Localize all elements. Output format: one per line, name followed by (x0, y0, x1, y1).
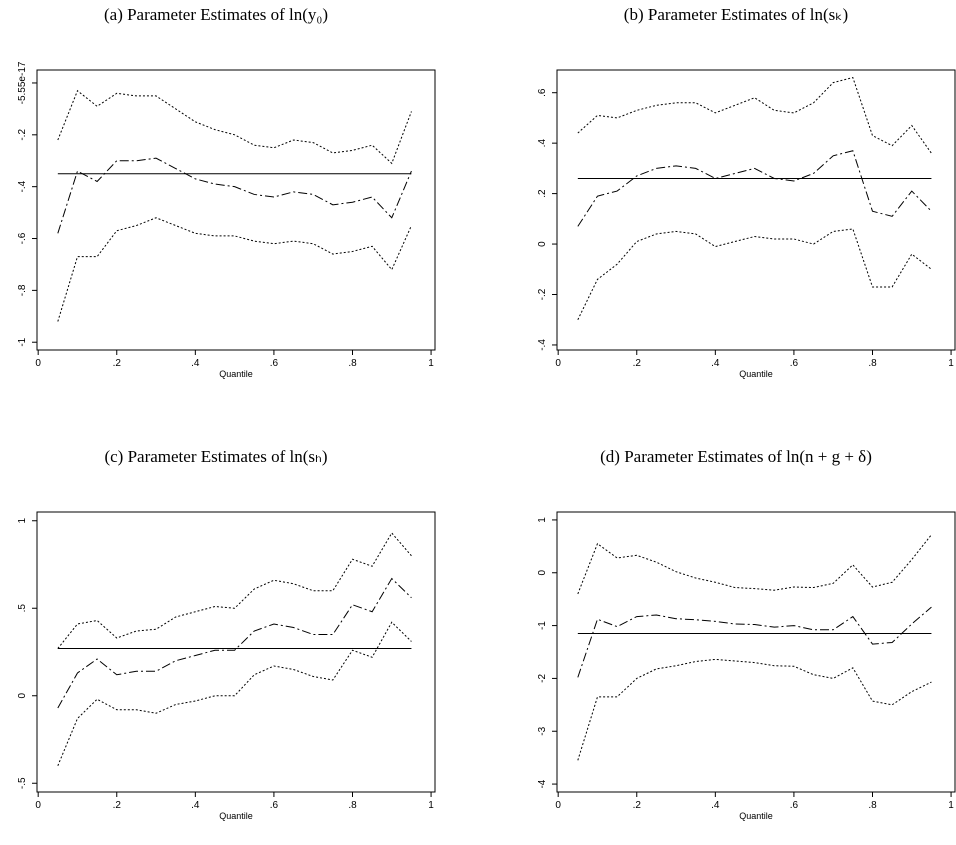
series-line (57, 532, 412, 649)
y-tick-label: -.2 (17, 129, 28, 141)
y-tick-label: -.4 (17, 180, 28, 192)
series-line (57, 217, 412, 322)
y-tick-label: -.6 (17, 232, 28, 244)
plot-frame (556, 69, 956, 351)
y-tick-label: .4 (537, 139, 548, 148)
panel: (a) Parameter Estimates of ln(y₀) -5.55e-… (17, 5, 436, 379)
series-line (57, 621, 412, 766)
series-line (577, 150, 932, 227)
x-tick-label: .4 (191, 358, 200, 369)
series-line (57, 157, 412, 234)
panel: (c) Parameter Estimates of ln(sₕ) 1 .5 0 -.5… (17, 447, 436, 821)
y-tick-label: .5 (17, 604, 28, 613)
x-tick-label: .4 (711, 358, 720, 369)
x-tick-label: 0 (35, 800, 41, 811)
x-tick-label: .6 (270, 800, 279, 811)
panel-title: (d) Parameter Estimates of ln(n + g + δ) (600, 447, 872, 466)
panel-title: (c) Parameter Estimates of ln(sₕ) (104, 447, 327, 466)
y-tick-label: -3 (537, 726, 548, 735)
x-tick-label: .6 (790, 358, 799, 369)
y-tick-label: 0 (537, 241, 548, 247)
x-tick-label: .6 (790, 800, 799, 811)
x-tick-label: .8 (348, 800, 357, 811)
panel: (d) Parameter Estimates of ln(n + g + δ)… (537, 447, 956, 821)
series-line (577, 658, 932, 761)
x-tick-label: .2 (113, 800, 122, 811)
series-line (577, 534, 932, 595)
x-tick-label: 0 (555, 800, 561, 811)
y-tick-label: 1 (537, 517, 548, 523)
x-axis-label: Quantile (739, 811, 773, 821)
y-tick-label: -2 (537, 674, 548, 683)
x-tick-label: 0 (555, 358, 561, 369)
series-line (57, 89, 412, 165)
plot-frame (36, 511, 436, 793)
y-tick-label: -1 (17, 337, 28, 346)
y-tick-label: -.4 (537, 339, 548, 351)
x-tick-label: .8 (348, 358, 357, 369)
x-tick-label: .6 (270, 358, 279, 369)
panel-title: (a) Parameter Estimates of ln(y₀) (104, 5, 328, 24)
series-line (57, 577, 412, 709)
series-line (577, 228, 932, 320)
x-tick-label: .4 (191, 800, 200, 811)
x-tick-label: 1 (948, 800, 954, 811)
x-tick-label: 1 (948, 358, 954, 369)
x-tick-label: .2 (633, 800, 642, 811)
y-tick-label: -.5 (17, 777, 28, 789)
y-tick-label: -1 (537, 621, 548, 630)
x-axis-label: Quantile (739, 369, 773, 379)
y-tick-label: -5.55e-17 (17, 61, 28, 104)
y-tick-label: -4 (537, 779, 548, 788)
x-tick-label: .2 (633, 358, 642, 369)
plot-frame (36, 69, 436, 351)
x-axis-label: Quantile (219, 369, 253, 379)
series-line (577, 76, 932, 154)
y-tick-label: 0 (17, 693, 28, 699)
x-axis-label: Quantile (219, 811, 253, 821)
x-tick-label: 1 (428, 800, 434, 811)
panel: (b) Parameter Estimates of ln(sₖ) .6 .4 .2 0… (537, 5, 956, 379)
x-tick-label: .2 (113, 358, 122, 369)
x-tick-label: .8 (868, 358, 877, 369)
y-tick-label: -.2 (537, 288, 548, 300)
series-line (577, 606, 932, 678)
y-tick-label: 1 (17, 518, 28, 524)
plot-frame (556, 511, 956, 793)
x-tick-label: .8 (868, 800, 877, 811)
panel-title: (b) Parameter Estimates of ln(sₖ) (624, 5, 848, 24)
y-tick-label: 0 (537, 570, 548, 576)
x-tick-label: 1 (428, 358, 434, 369)
x-tick-label: 0 (35, 358, 41, 369)
y-tick-label: .2 (537, 189, 548, 198)
y-tick-label: .6 (537, 88, 548, 97)
x-tick-label: .4 (711, 800, 720, 811)
y-tick-label: -.8 (17, 284, 28, 296)
